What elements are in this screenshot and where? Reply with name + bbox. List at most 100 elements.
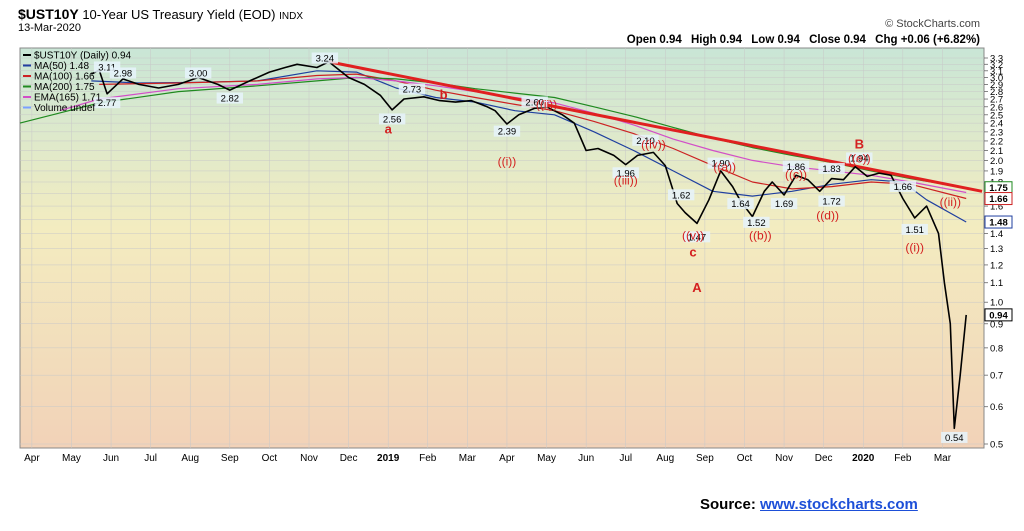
wave-label: b: [440, 87, 448, 102]
value-label-bg: [667, 189, 695, 201]
x-tick-label: Dec: [340, 453, 358, 464]
value-label: 2.56: [383, 114, 402, 125]
x-tick-label: May: [537, 453, 556, 464]
wave-label: ((a)): [713, 160, 736, 174]
value-label-bg: [216, 92, 244, 104]
value-label: 1.51: [905, 225, 924, 236]
value-label: 1.47: [688, 232, 707, 243]
x-tick-label: Mar: [934, 453, 952, 464]
x-tick-label: Apr: [499, 453, 515, 464]
wave-label: B: [855, 137, 864, 152]
value-label: 3.11: [98, 62, 116, 73]
x-tick-label: 2020: [852, 453, 875, 464]
value-label-bg: [743, 216, 770, 228]
y-tick-label: 2.3: [990, 127, 1003, 138]
value-label: 1.52: [747, 218, 766, 229]
y-tick-label: 2.6: [990, 102, 1003, 113]
symbol: $UST10Y: [18, 6, 79, 22]
y-tick-label: 3.1: [990, 66, 1003, 77]
right-badge-label: 1.75: [989, 183, 1008, 194]
title-text: 10-Year US Treasury Yield (EOD): [82, 7, 276, 22]
x-tick-label: Jun: [103, 453, 119, 464]
y-tick-label: 1.9: [990, 166, 1003, 177]
y-tick-label: 1.1: [990, 278, 1003, 289]
y-tick-label: 2.9: [990, 80, 1003, 91]
value-label: 1.96: [616, 168, 635, 179]
wave-label: ((c)): [785, 168, 807, 182]
value-label-bg: [941, 431, 968, 443]
x-tick-label: 2019: [377, 453, 400, 464]
value-label-bg: [311, 52, 339, 64]
value-label-bg: [818, 195, 845, 207]
right-badge-box: [984, 308, 1013, 322]
source-link[interactable]: www.stockcharts.com: [760, 496, 918, 513]
value-label-bg: [683, 231, 711, 243]
legend-entry: MA(200) 1.75: [34, 82, 95, 93]
right-badge-label: 0.94: [989, 310, 1008, 321]
value-label: 2.82: [221, 94, 240, 105]
wave-label: ((d)): [816, 208, 839, 222]
wave-label: ((i)): [498, 155, 517, 169]
value-label: 2.10: [636, 136, 655, 147]
x-tick-label: Jun: [578, 453, 594, 464]
x-tick-label: Oct: [262, 453, 278, 464]
y-tick-label: 0.8: [990, 343, 1003, 354]
wave-label: c: [689, 245, 696, 260]
y-tick-label: 2.2: [990, 136, 1003, 147]
ohlc-close: Close 0.94: [809, 34, 866, 46]
y-tick-label: 1.4: [990, 229, 1003, 240]
y-tick-label: 2.7: [990, 95, 1003, 106]
value-label-bg: [770, 198, 798, 210]
value-label-bg: [378, 113, 406, 125]
value-label: 1.72: [822, 197, 841, 208]
ohlc-high: High 0.94: [690, 34, 743, 46]
x-tick-label: Sep: [696, 453, 714, 464]
y-tick-label: 0.5: [990, 440, 1003, 451]
right-badge-box: [984, 215, 1013, 229]
x-tick-label: Jul: [144, 453, 157, 464]
y-tick-label: 3.2: [990, 60, 1003, 71]
value-label: 2.39: [498, 127, 517, 138]
y-axis: 0.50.60.70.80.91.01.11.21.31.41.51.61.71…: [984, 54, 1003, 451]
exchange: INDX: [279, 11, 304, 22]
value-label: 2.60: [525, 97, 544, 108]
x-tick-label: Aug: [181, 453, 199, 464]
y-tick-label: 0.6: [990, 402, 1003, 413]
x-tick-label: Aug: [656, 453, 674, 464]
value-label: 1.69: [775, 199, 794, 210]
wave-label: a: [385, 122, 393, 137]
wave-label: ((ii)): [536, 97, 557, 111]
source-line: Source: www.stockcharts.com: [700, 496, 918, 513]
value-label: 2.73: [403, 85, 422, 96]
x-tick-label: Apr: [24, 453, 40, 464]
right-badge-label: 1.66: [989, 194, 1008, 205]
value-labels: 3.24 3.112.98 3.00 2.77 2.82 2.73 2.56 2.39 2.60…: [93, 52, 968, 444]
x-tick-label: Feb: [894, 453, 912, 464]
value-label: 2.98: [114, 68, 133, 79]
y-tick-label: 1.6: [990, 202, 1003, 213]
wave-label: A: [692, 280, 702, 295]
resistance-trendline: [328, 60, 983, 193]
value-label-bg: [901, 223, 928, 235]
y-tick-label: 2.8: [990, 87, 1003, 98]
y-tick-label: 2.0: [990, 156, 1003, 167]
y-tick-label: 1.0: [990, 298, 1003, 309]
ohlc-low: Low 0.94: [751, 34, 800, 46]
wave-label: ((i)): [905, 241, 924, 255]
y-tick-label: 2.1: [990, 146, 1003, 157]
x-tick-label: Dec: [815, 453, 833, 464]
series-line-ma-100: [99, 73, 967, 200]
y-tick-label: 0.9: [990, 319, 1003, 330]
grid-lines: [20, 48, 984, 448]
y-tick-label: 1.2: [990, 260, 1003, 271]
x-tick-label: Jul: [619, 453, 632, 464]
wave-label: ((e)): [848, 151, 871, 165]
value-label-bg: [632, 134, 659, 146]
value-label: 1.66: [894, 182, 913, 193]
value-label: 3.00: [189, 68, 208, 79]
value-label: 1.94: [850, 153, 869, 164]
wave-label: ((iii)): [614, 173, 638, 187]
ohlc-open: Open 0.94: [626, 34, 682, 46]
y-tick-label: 1.3: [990, 244, 1003, 255]
